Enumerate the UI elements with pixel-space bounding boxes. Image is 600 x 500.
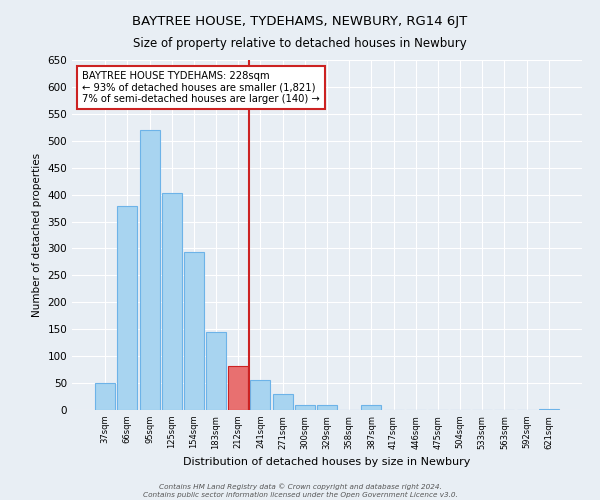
Bar [118, 206, 137, 410]
Y-axis label: Number of detached properties: Number of detached properties [32, 153, 42, 317]
X-axis label: Distribution of detached houses by size in Newbury: Distribution of detached houses by size … [184, 457, 470, 467]
Bar [228, 366, 248, 410]
Bar [295, 404, 315, 410]
Text: Size of property relative to detached houses in Newbury: Size of property relative to detached ho… [133, 38, 467, 51]
Bar [272, 394, 293, 410]
Bar [95, 383, 115, 410]
Text: Contains HM Land Registry data © Crown copyright and database right 2024.
Contai: Contains HM Land Registry data © Crown c… [143, 484, 457, 498]
Bar [184, 252, 204, 410]
Text: BAYTREE HOUSE, TYDEHAMS, NEWBURY, RG14 6JT: BAYTREE HOUSE, TYDEHAMS, NEWBURY, RG14 6… [133, 15, 467, 28]
Bar [250, 380, 271, 410]
Bar [539, 409, 559, 410]
Bar [206, 332, 226, 410]
Bar [317, 404, 337, 410]
Bar [162, 193, 182, 410]
Bar [361, 404, 382, 410]
Text: BAYTREE HOUSE TYDEHAMS: 228sqm
← 93% of detached houses are smaller (1,821)
7% o: BAYTREE HOUSE TYDEHAMS: 228sqm ← 93% of … [82, 70, 320, 104]
Bar [140, 130, 160, 410]
